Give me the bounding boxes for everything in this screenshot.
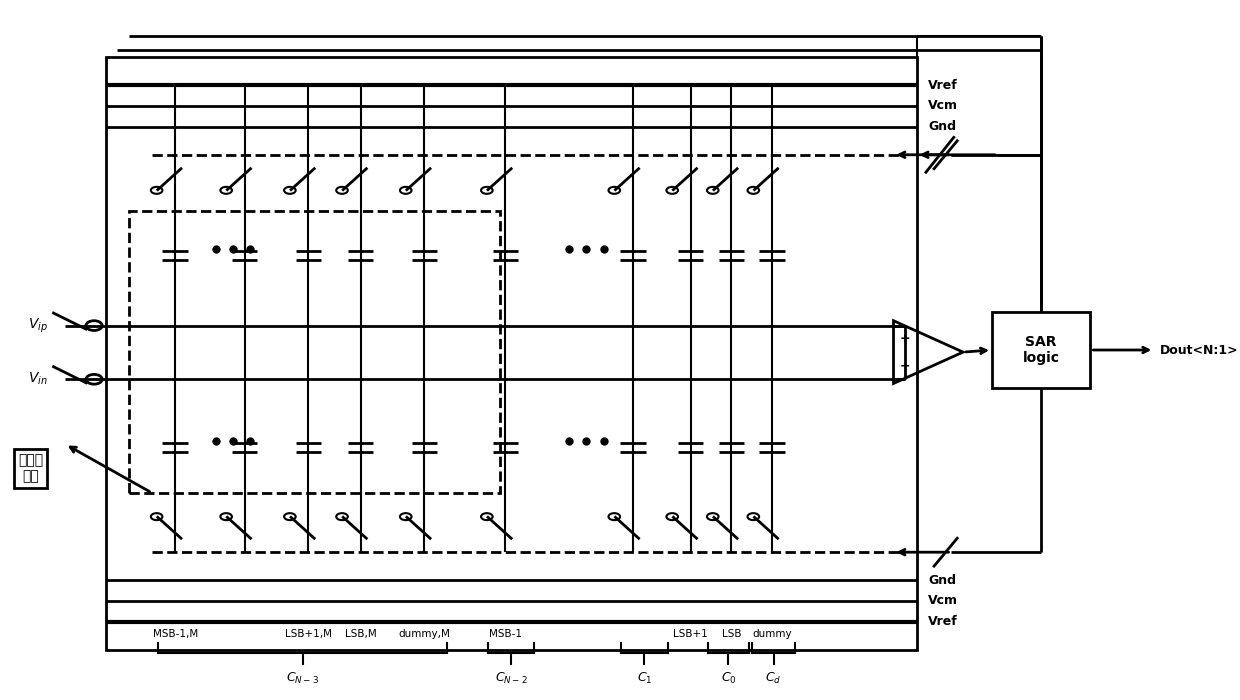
Text: 最高位
电容: 最高位 电容 [17, 454, 43, 484]
Text: Vcm: Vcm [929, 594, 959, 608]
Text: LSB+1,M: LSB+1,M [285, 629, 332, 639]
Text: $V_{ip}$: $V_{ip}$ [27, 316, 47, 335]
Text: $V_{in}$: $V_{in}$ [29, 371, 47, 388]
Text: Gnd: Gnd [929, 573, 956, 587]
Text: Vcm: Vcm [929, 99, 959, 113]
Text: $C_{N-3}$: $C_{N-3}$ [286, 671, 319, 686]
Text: $C_{N-2}$: $C_{N-2}$ [495, 671, 527, 686]
Text: MSB-1,M: MSB-1,M [153, 629, 198, 639]
Text: Vref: Vref [929, 615, 959, 629]
Text: LSB+1: LSB+1 [673, 629, 708, 639]
Text: dummy,M: dummy,M [398, 629, 450, 639]
Text: $C_1$: $C_1$ [636, 671, 652, 686]
Bar [992, 312, 1090, 388]
Text: Gnd: Gnd [929, 120, 956, 134]
Text: −: − [899, 360, 910, 372]
Text: +: + [899, 332, 910, 344]
Text: $C_d$: $C_d$ [765, 671, 781, 686]
Bar [129, 211, 500, 493]
Text: SAR
logic: SAR logic [1023, 335, 1060, 365]
Bar [105, 57, 916, 650]
Text: LSB,M: LSB,M [345, 629, 377, 639]
Text: Vref: Vref [929, 78, 959, 92]
Text: $C_0$: $C_0$ [720, 671, 737, 686]
Text: dummy: dummy [751, 629, 791, 639]
Text: MSB-1: MSB-1 [489, 629, 522, 639]
Text: Dout<N:1>: Dout<N:1> [1159, 344, 1239, 356]
Text: LSB: LSB [722, 629, 742, 639]
